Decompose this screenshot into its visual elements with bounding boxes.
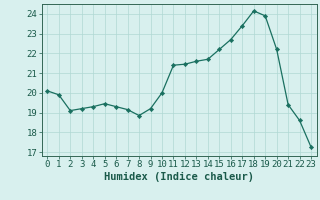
X-axis label: Humidex (Indice chaleur): Humidex (Indice chaleur) bbox=[104, 172, 254, 182]
